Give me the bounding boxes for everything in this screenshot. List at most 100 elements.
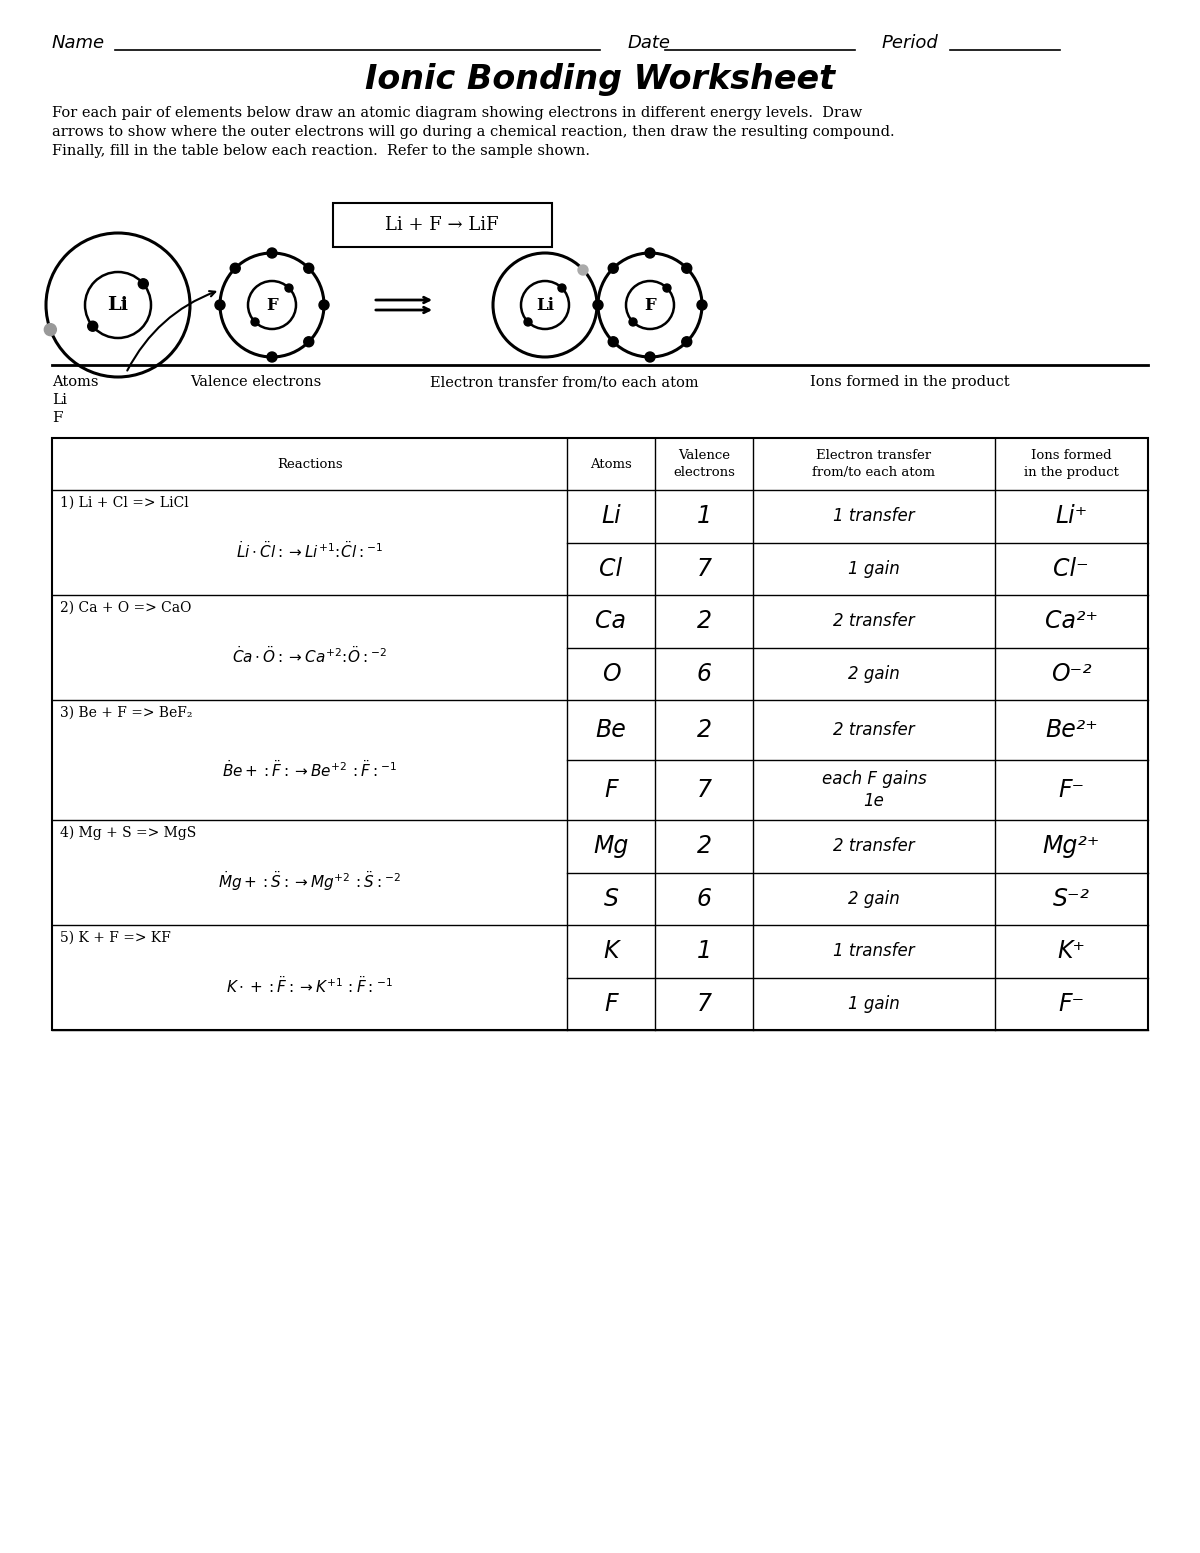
Circle shape	[578, 266, 588, 275]
Text: 2 gain: 2 gain	[848, 890, 900, 909]
Text: 2) Ca + O => CaO: 2) Ca + O => CaO	[60, 601, 191, 615]
Text: Valence electrons: Valence electrons	[190, 374, 322, 388]
Text: Atoms: Atoms	[52, 374, 98, 388]
Text: 1: 1	[697, 940, 712, 963]
Text: K: K	[604, 940, 619, 963]
Text: 5) K + F => KF: 5) K + F => KF	[60, 930, 170, 944]
Text: Atoms: Atoms	[590, 458, 632, 471]
Text: Valence
electrons: Valence electrons	[673, 449, 736, 478]
Text: 1 transfer: 1 transfer	[833, 943, 914, 960]
FancyBboxPatch shape	[334, 203, 552, 247]
Circle shape	[304, 262, 313, 273]
Text: Electron transfer from/to each atom: Electron transfer from/to each atom	[430, 374, 698, 388]
Text: Ions formed in the product: Ions formed in the product	[810, 374, 1009, 388]
Bar	[52, 438, 1148, 1030]
Circle shape	[138, 280, 149, 289]
Circle shape	[593, 300, 604, 311]
Text: Be: Be	[595, 717, 626, 742]
Circle shape	[266, 248, 277, 258]
Text: Mg²⁺: Mg²⁺	[1043, 834, 1100, 859]
Circle shape	[646, 248, 655, 258]
Text: Reactions: Reactions	[277, 458, 342, 471]
Text: F: F	[604, 992, 618, 1016]
Text: Li⁺: Li⁺	[1055, 505, 1087, 528]
Circle shape	[662, 284, 671, 292]
Circle shape	[215, 300, 226, 311]
Text: 1: 1	[697, 505, 712, 528]
Text: F⁻: F⁻	[1058, 778, 1085, 801]
Text: 7: 7	[697, 778, 712, 801]
Text: Cl: Cl	[599, 556, 623, 581]
Text: S⁻²: S⁻²	[1052, 887, 1090, 910]
Text: 1 transfer: 1 transfer	[833, 508, 914, 525]
Text: 1 gain: 1 gain	[848, 559, 900, 578]
Text: F⁻: F⁻	[1058, 992, 1085, 1016]
Text: Electron transfer
from/to each atom: Electron transfer from/to each atom	[812, 449, 936, 478]
Text: $\mathit{\dot{B}e + :\ddot{F}: \rightarrow Be^{+2}\,:\ddot{F}:^{-1}}$: $\mathit{\dot{B}e + :\ddot{F}: \rightarr…	[222, 759, 397, 780]
Circle shape	[230, 262, 240, 273]
Text: 2: 2	[697, 717, 712, 742]
Text: Ionic Bonding Worksheet: Ionic Bonding Worksheet	[365, 64, 835, 96]
Text: O⁻²: O⁻²	[1051, 662, 1092, 686]
Text: 6: 6	[697, 662, 712, 686]
Text: F: F	[644, 297, 656, 314]
Text: 2 transfer: 2 transfer	[833, 837, 914, 856]
Text: O: O	[601, 662, 620, 686]
Text: 7: 7	[697, 992, 712, 1016]
Text: Date: Date	[628, 34, 671, 51]
Text: Li: Li	[108, 297, 128, 314]
Text: 7: 7	[697, 556, 712, 581]
Text: Ca: Ca	[595, 609, 626, 634]
Text: K⁺: K⁺	[1057, 940, 1085, 963]
Text: For each pair of elements below draw an atomic diagram showing electrons in diff: For each pair of elements below draw an …	[52, 106, 863, 120]
Circle shape	[251, 318, 259, 326]
Circle shape	[608, 262, 618, 273]
Text: F: F	[604, 778, 618, 801]
Text: F: F	[266, 297, 278, 314]
Circle shape	[524, 318, 532, 326]
Text: 1) Li + Cl => LiCl: 1) Li + Cl => LiCl	[60, 495, 188, 509]
Text: Ca²⁺: Ca²⁺	[1045, 609, 1098, 634]
Text: Mg: Mg	[593, 834, 629, 859]
Circle shape	[697, 300, 707, 311]
Circle shape	[304, 337, 313, 346]
Text: Finally, fill in the table below each reaction.  Refer to the sample shown.: Finally, fill in the table below each re…	[52, 144, 590, 158]
Circle shape	[266, 353, 277, 362]
Circle shape	[558, 284, 566, 292]
Text: 6: 6	[697, 887, 712, 910]
Text: Li: Li	[601, 505, 620, 528]
Text: arrows to show where the outer electrons will go during a chemical reaction, the: arrows to show where the outer electrons…	[52, 124, 895, 140]
Text: $\mathit{K \cdot + :\ddot{F}: \rightarrow K^{+1}\,:\ddot{F}:^{-1}}$: $\mathit{K \cdot + :\ddot{F}: \rightarro…	[226, 975, 392, 997]
Circle shape	[682, 337, 691, 346]
Circle shape	[682, 262, 691, 273]
Text: Period: Period	[882, 34, 938, 51]
Text: S: S	[604, 887, 618, 910]
Circle shape	[319, 300, 329, 311]
Text: Li: Li	[536, 297, 554, 314]
Text: Be²⁺: Be²⁺	[1045, 717, 1098, 742]
Text: $\mathit{\dot{C}a \cdot \ddot{O}: \rightarrow Ca^{+2}\!:\!\ddot{O}:^{-2}}$: $\mathit{\dot{C}a \cdot \ddot{O}: \right…	[232, 646, 388, 666]
Text: Li: Li	[52, 393, 67, 407]
Text: F: F	[52, 412, 62, 426]
Text: Li + F → LiF: Li + F → LiF	[385, 216, 499, 235]
Text: 4) Mg + S => MgS: 4) Mg + S => MgS	[60, 826, 197, 840]
Text: $\mathit{\dot{L}i \cdot \ddot{C}l: \rightarrow Li^{+1}\!:\!\ddot{C}l:^{-1}}$: $\mathit{\dot{L}i \cdot \ddot{C}l: \righ…	[236, 540, 383, 561]
Circle shape	[284, 284, 293, 292]
Circle shape	[629, 318, 637, 326]
Text: each F gains
1e: each F gains 1e	[822, 770, 926, 811]
Text: Ions formed
in the product: Ions formed in the product	[1024, 449, 1118, 478]
Text: 2 gain: 2 gain	[848, 665, 900, 683]
Text: Cl⁻: Cl⁻	[1054, 556, 1090, 581]
Circle shape	[608, 337, 618, 346]
Text: $\mathit{\dot{M}g + :\ddot{S}: \rightarrow Mg^{+2}\,:\ddot{S}:^{-2}}$: $\mathit{\dot{M}g + :\ddot{S}: \rightarr…	[218, 870, 401, 893]
Text: 2: 2	[697, 609, 712, 634]
Text: 2: 2	[697, 834, 712, 859]
Text: 2 transfer: 2 transfer	[833, 612, 914, 631]
Circle shape	[44, 323, 56, 335]
Circle shape	[646, 353, 655, 362]
Text: 1 gain: 1 gain	[848, 995, 900, 1013]
Text: 3) Be + F => BeF₂: 3) Be + F => BeF₂	[60, 707, 192, 721]
Circle shape	[88, 321, 97, 331]
Text: Name: Name	[52, 34, 106, 51]
Text: 2 transfer: 2 transfer	[833, 721, 914, 739]
